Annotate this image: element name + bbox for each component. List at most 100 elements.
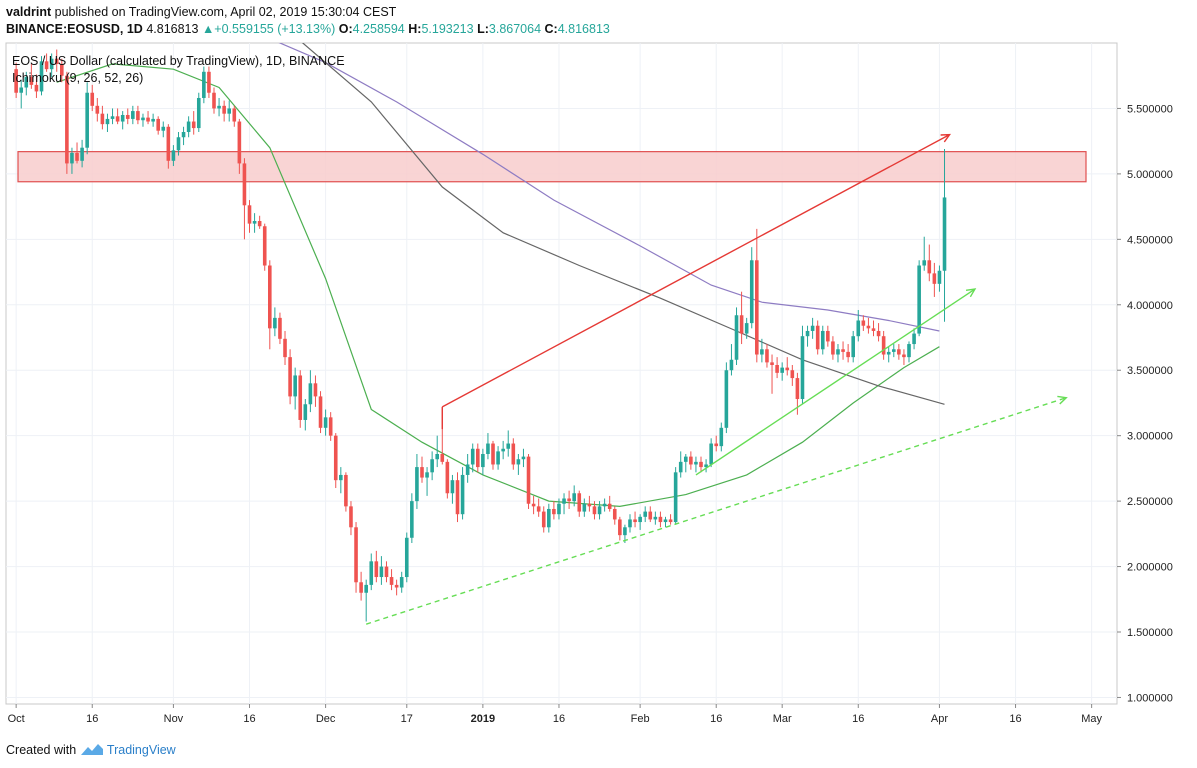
candle-body	[29, 77, 34, 85]
x-tick-label: 16	[553, 713, 565, 725]
candle-body	[328, 417, 333, 436]
candle-body	[196, 97, 201, 129]
candle-body	[44, 61, 49, 70]
candle-body	[308, 383, 313, 405]
price-change: ▲+0.559155 (+13.13%)	[201, 22, 336, 36]
candle-body	[70, 152, 74, 164]
candle-body	[547, 508, 551, 528]
candle-body	[618, 519, 622, 536]
candle-body	[506, 443, 511, 449]
candle-body	[541, 511, 546, 528]
candle-body	[572, 493, 576, 502]
candle-body	[689, 456, 693, 465]
candle-body	[242, 163, 247, 206]
candle-body	[293, 375, 297, 397]
x-tick-label: Feb	[631, 713, 650, 725]
candle-body	[303, 404, 308, 420]
x-tick-label: 16	[243, 713, 255, 725]
candle-body	[481, 453, 485, 468]
candle-body	[136, 111, 140, 121]
candle-body	[496, 451, 500, 465]
candle-body	[891, 349, 896, 352]
candle-body	[191, 121, 196, 129]
candle-body	[267, 265, 272, 329]
candle-body	[339, 474, 343, 481]
candle-body	[836, 349, 840, 355]
open-label: O:	[338, 22, 353, 36]
candle-body	[648, 511, 653, 520]
support-trendline	[695, 288, 976, 476]
close-label: C:	[544, 22, 558, 36]
candle-body	[709, 443, 713, 465]
candle-body	[146, 117, 150, 122]
candle-body	[161, 126, 166, 131]
candle-body	[374, 561, 379, 578]
candle-body	[475, 448, 480, 468]
candle-body	[567, 498, 571, 502]
candle-body	[364, 584, 368, 593]
candle-body	[49, 58, 54, 70]
ma-line-purple	[278, 43, 940, 332]
candle-body	[587, 503, 592, 507]
candle-body	[455, 480, 460, 515]
candle-body	[886, 351, 891, 355]
candle-body	[404, 537, 409, 578]
candle-body	[607, 503, 612, 509]
tradingview-brand[interactable]: TradingView	[106, 743, 176, 757]
x-tick-label: 2019	[471, 713, 495, 725]
candle-body	[354, 527, 358, 583]
candle-body	[602, 503, 607, 507]
candle-body	[232, 108, 237, 122]
ohlc-line: BINANCE:EOSUSD, 1D 4.816813 ▲+0.559155 (…	[6, 22, 610, 36]
candle-body	[592, 506, 597, 515]
candle-body	[841, 349, 845, 352]
candle-body	[450, 480, 455, 494]
y-tick-label: 2.000000	[1127, 562, 1173, 574]
candle-body	[75, 152, 79, 161]
last-price: 4.816813	[146, 22, 199, 36]
candle-body	[389, 577, 394, 585]
candle-body	[420, 467, 424, 478]
candle-body	[227, 108, 232, 114]
candle-body	[826, 330, 830, 342]
candle-body	[202, 71, 206, 98]
open-value: 4.258594	[352, 22, 405, 36]
candle-body	[861, 320, 866, 326]
candle-body	[871, 328, 876, 331]
candle-body	[95, 105, 100, 114]
candle-body	[805, 330, 810, 337]
x-tick-label: 16	[710, 713, 722, 725]
candle-body	[430, 459, 434, 473]
candle-body	[937, 270, 942, 284]
candle-body	[460, 474, 465, 515]
series-legend: EOS / US Dollar (calculated by TradingVi…	[12, 54, 345, 68]
candle-body	[516, 459, 521, 465]
candle-body	[785, 367, 790, 371]
candle-body	[658, 516, 663, 523]
candle-body	[820, 330, 825, 350]
candle-body	[678, 461, 683, 473]
candle-body	[425, 472, 429, 478]
candle-body	[278, 317, 282, 339]
candle-body	[917, 265, 921, 334]
candle-body	[734, 315, 739, 360]
candle-body	[65, 75, 69, 164]
candle-body	[770, 362, 774, 365]
candle-body	[273, 317, 277, 329]
author-name[interactable]: valdrint	[6, 5, 52, 19]
candle-body	[399, 577, 404, 588]
symbol-label: BINANCE:EOSUSD, 1D	[6, 22, 143, 36]
candle-body	[683, 456, 688, 462]
support-trendline-arrow-icon	[965, 288, 977, 298]
candle-body	[866, 325, 871, 329]
candle-body	[729, 359, 734, 371]
candle-body	[942, 197, 947, 271]
candle-body	[90, 92, 95, 106]
candle-body	[333, 435, 338, 481]
published-text: published on TradingView.com, April 02, …	[54, 5, 397, 19]
candle-body	[521, 456, 526, 460]
candle-body	[110, 116, 115, 119]
candle-body	[922, 260, 927, 266]
candle-body	[714, 443, 719, 447]
